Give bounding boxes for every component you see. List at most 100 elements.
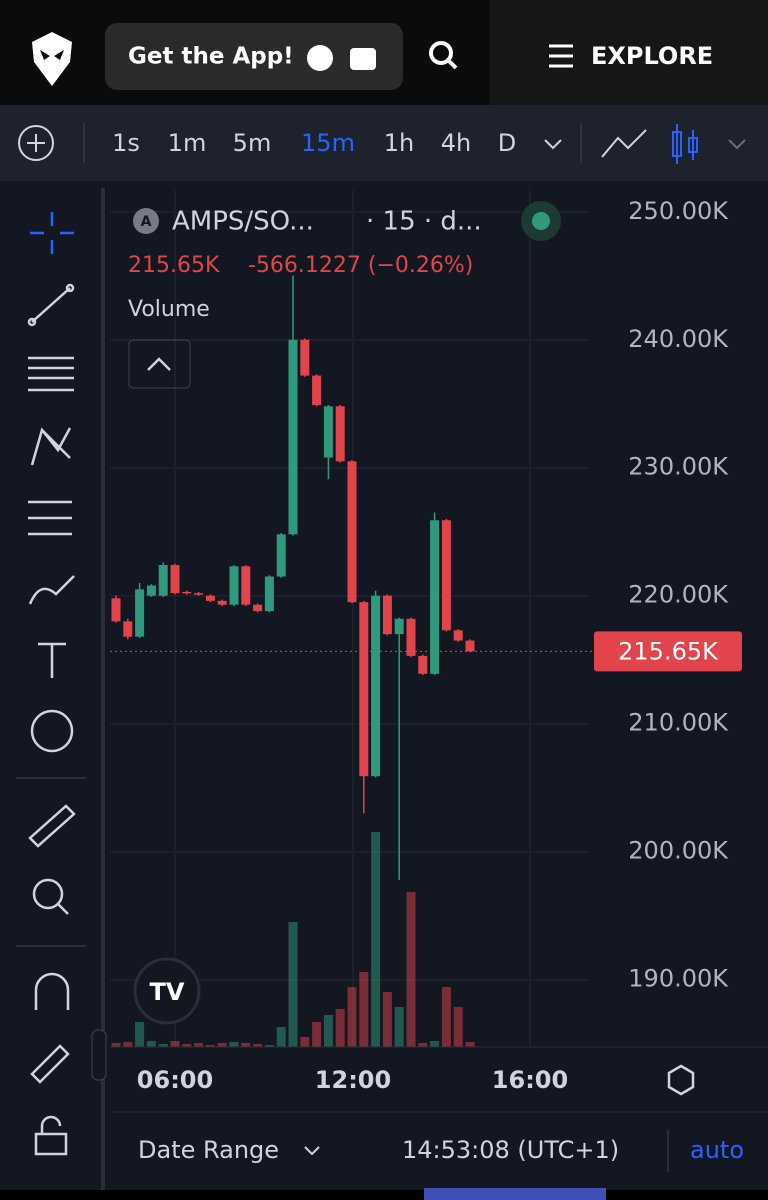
last-price-box — [594, 631, 742, 672]
candle-body — [441, 520, 451, 631]
volume-bar — [205, 1045, 215, 1047]
time-label: 12:00 — [315, 1066, 391, 1094]
logo[interactable] — [32, 32, 72, 86]
plot: 250.00K 240.00K 230.00K 220.00K 210.00K 200.0… — [110, 190, 742, 1047]
candle-body — [359, 602, 369, 777]
candle-body — [276, 534, 286, 577]
time-label: 16:00 — [492, 1066, 568, 1094]
candle-body — [205, 595, 215, 601]
bottom-strip — [0, 1190, 768, 1200]
candle-body — [371, 595, 381, 777]
candle-body — [382, 595, 392, 635]
date-range[interactable]: Date Range — [138, 1136, 279, 1164]
candle-body — [158, 565, 168, 596]
y-tick-label: 220.00K — [628, 581, 729, 609]
volume-bar — [465, 1042, 475, 1047]
volume-bar — [453, 1007, 463, 1047]
candle-body — [453, 630, 463, 641]
candle-body — [288, 339, 298, 535]
search-icon[interactable] — [429, 41, 453, 65]
candle-body — [300, 339, 310, 376]
y-tick-label: 210.00K — [628, 709, 729, 737]
symbol-badge — [133, 208, 159, 234]
volume-bar — [394, 1007, 404, 1047]
volume-label: Volume — [128, 297, 210, 322]
volume-bar — [194, 1043, 204, 1047]
date-range-arrow — [304, 1146, 320, 1156]
toolbar — [0, 105, 768, 181]
add-icon[interactable] — [18, 125, 54, 161]
explore-text[interactable]: EXPLORE — [591, 42, 713, 70]
candle-icon[interactable] — [672, 124, 698, 164]
tools[interactable] — [27, 212, 76, 1156]
volume-bar — [158, 1044, 168, 1047]
android-icon — [350, 48, 376, 70]
symbol: AMPS/SO... — [172, 207, 314, 237]
tool-dividers — [16, 777, 86, 947]
clock: 14:53:08 (UTC+1) — [402, 1136, 619, 1164]
volume-bar — [229, 1042, 239, 1047]
volume-bar — [146, 1041, 156, 1047]
candle-body — [111, 598, 121, 622]
interval-button[interactable]: 5m — [233, 129, 272, 157]
settings-icon[interactable] — [667, 1064, 695, 1096]
volume-bar — [123, 1042, 133, 1047]
interval-button[interactable]: 1h — [384, 129, 414, 157]
volume-bar — [371, 832, 381, 1047]
candle-body — [406, 618, 416, 656]
candle-body — [418, 655, 428, 674]
y-tick-label: 240.00K — [628, 325, 729, 353]
volume-bar — [359, 972, 369, 1047]
candle-body — [135, 589, 145, 637]
apple-icon — [307, 45, 333, 71]
dropdown-arrow[interactable] — [728, 139, 746, 150]
symbol-badge-letter: A — [141, 214, 152, 230]
volume-bar — [170, 1041, 180, 1047]
interval-group: 1s 1m 5m 15m 1h 4h D — [112, 129, 516, 157]
line-chart-icon[interactable] — [601, 129, 647, 158]
candle-body — [123, 621, 133, 637]
last-price-legend: 215.65K — [128, 253, 220, 278]
y-tick-label: 230.00K — [628, 453, 729, 481]
candle-body — [194, 593, 204, 595]
time-label: 06:00 — [137, 1066, 213, 1094]
interval-button[interactable]: 15m — [301, 129, 355, 157]
interval-info: · 15 · d... — [366, 207, 482, 237]
explore-area — [490, 0, 768, 105]
candle-body — [430, 520, 440, 674]
volume-bar — [135, 1022, 145, 1047]
collapse-handle[interactable] — [91, 1029, 107, 1081]
get-app-button[interactable] — [105, 23, 403, 90]
volume-bar — [300, 1037, 310, 1047]
collapse-button[interactable] — [128, 339, 191, 389]
y-tick-label: 200.00K — [628, 837, 729, 865]
interval-button[interactable]: 1s — [112, 129, 140, 157]
tv-logo[interactable] — [133, 957, 201, 1025]
get-app-text: Get the App! — [128, 44, 294, 70]
interval-button[interactable]: 1m — [168, 129, 207, 157]
tool-panel — [0, 181, 103, 1200]
volume-bar — [111, 1043, 121, 1047]
interval-button[interactable]: 4h — [441, 129, 471, 157]
volume-bar — [288, 922, 298, 1047]
volume-bar — [430, 1041, 440, 1047]
volume-bar — [323, 1015, 333, 1047]
candle-body — [182, 591, 192, 594]
interval-button[interactable]: D — [498, 129, 516, 157]
volume-bar — [335, 1009, 345, 1047]
volume-bar — [217, 1043, 227, 1047]
y-tick-label: 250.00K — [628, 197, 729, 225]
candle-body — [312, 375, 322, 406]
auto-button[interactable]: auto — [690, 1136, 744, 1164]
volume-bar — [406, 892, 416, 1047]
candle-body — [217, 600, 227, 605]
change: -566.1227 (−0.26%) — [248, 253, 473, 278]
dropdown-arrow[interactable] — [544, 139, 562, 150]
volume-bar — [264, 1045, 274, 1047]
last-price-label: 215.65K — [618, 637, 719, 665]
footer — [110, 1112, 768, 1190]
menu-icon[interactable] — [549, 44, 573, 68]
volume-bar — [182, 1044, 192, 1047]
volume-bar — [382, 992, 392, 1047]
